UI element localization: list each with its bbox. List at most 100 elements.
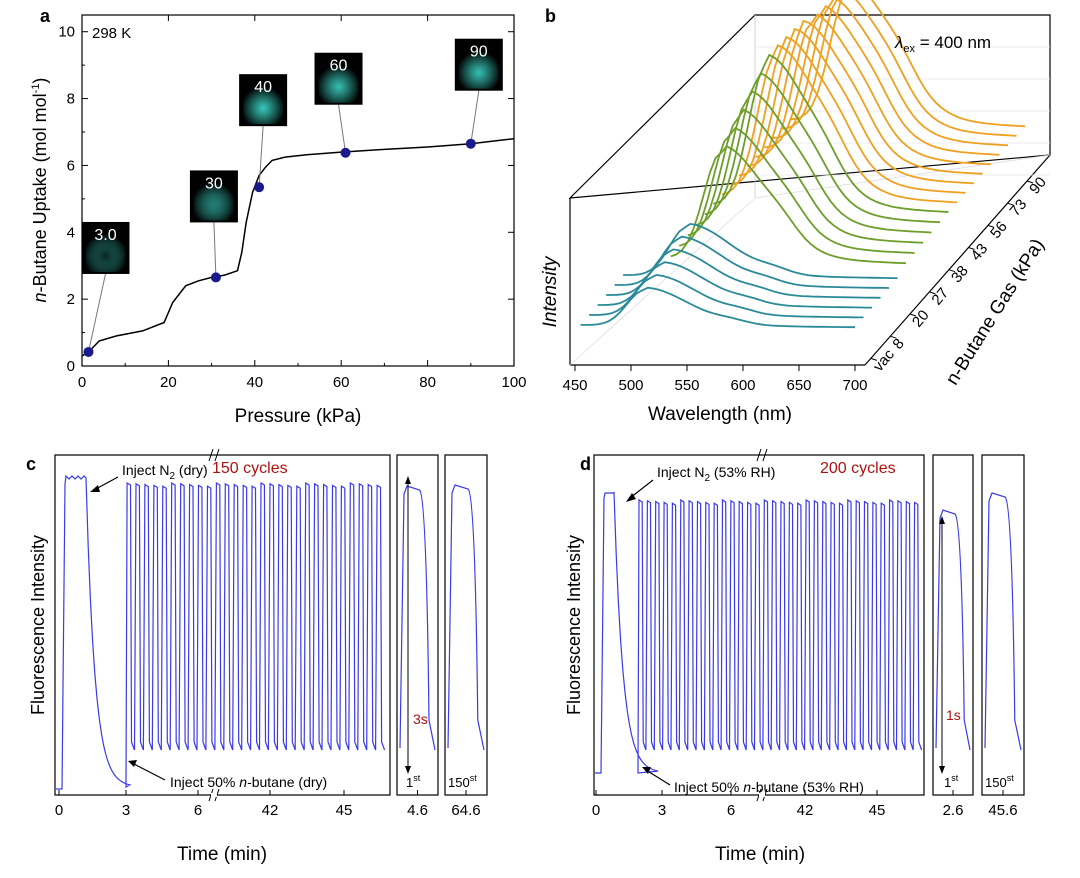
response-arrowhead-up-c (405, 476, 411, 484)
z-tick-b (1007, 202, 1014, 206)
x-tick-label: 6 (194, 802, 202, 819)
inset2-tick-label: 45.6 (988, 802, 1017, 819)
annotation-inject-butane-d: Inject 50% n-butane (53% RH) (674, 779, 864, 795)
y-axis-label-d: Fluorescence Intensity (564, 535, 584, 715)
x-tick-label-b: 650 (786, 377, 811, 394)
arrow-top-d (629, 479, 654, 499)
x-tick-label: 42 (262, 802, 279, 819)
inset1-tick-label: 4.6 (407, 802, 428, 819)
y-axis-label-a-close: ) (30, 78, 50, 84)
data-point-a (340, 147, 351, 158)
z-tick-label-b: vac (870, 346, 898, 375)
y-tick-label-a: 0 (67, 358, 75, 375)
y-tick-label-a: 8 (67, 91, 75, 108)
photo-leader-line (470, 90, 480, 144)
inset1-label-c: 1st (406, 773, 421, 790)
response-arrowhead-down-d (939, 766, 945, 774)
z-tick-b (929, 291, 936, 295)
spectrum-line (589, 273, 864, 319)
data-point-a (210, 272, 221, 283)
ann-top-c-post: (dry) (175, 462, 208, 478)
arrowhead-bot-c (128, 760, 137, 767)
inset-pulse-trace (935, 509, 971, 751)
x-axis-label-a: Pressure (kPa) (235, 406, 362, 427)
spectrum-line (713, 53, 949, 213)
ann-bot-c-pre: Inject 50% (170, 774, 239, 790)
ann-bot-d-pre: Inject 50% (674, 779, 743, 795)
y-axis-label-b: Intensity (540, 255, 561, 327)
response-arrowhead-up-d (939, 516, 945, 524)
floor-back-b (754, 154, 1051, 199)
inset2-label-d-sup: st (1007, 773, 1015, 783)
spectrum-line (704, 72, 941, 224)
x-tick-label-a: 60 (333, 374, 350, 391)
inset2-label-c-sup: st (470, 773, 478, 783)
axis-break-gap (211, 793, 217, 797)
spectrum-line (580, 286, 855, 329)
x-tick-label-b: 550 (674, 377, 699, 394)
annotation-inject-n2-c: Inject N2 (dry) (122, 462, 208, 482)
response-time-d: 1s (946, 707, 961, 723)
axes-a (81, 14, 515, 367)
photo-leader-line (87, 273, 106, 353)
inset2-label-d-num: 150 (985, 775, 1007, 790)
z-tick-b (909, 313, 917, 317)
y-axis-label-a-main: -Butane Uptake (mol mol (30, 93, 50, 292)
ticks-d: 0 3 6 42 45 2.6 45.6 (592, 790, 1018, 819)
panel-letter-d: d (580, 454, 591, 474)
fluorescence-trace (595, 491, 923, 774)
response-arrowhead-down-c (405, 766, 411, 774)
z-tick-b (1026, 180, 1034, 184)
ann-bot-c-italic: n (239, 774, 247, 790)
plot-area-a: 3.0 30 40 60 90 (81, 38, 515, 357)
trace-d (595, 448, 1022, 802)
x-tick-label: 0 (592, 802, 600, 819)
inset-pulse-trace (984, 492, 1022, 751)
back-wall-b (568, 14, 1051, 199)
vial-label: 30 (205, 175, 223, 192)
data-point-a (83, 346, 94, 357)
floor-edge-b (569, 197, 756, 366)
z-tick-b (948, 269, 956, 273)
z-tick-label-b: 38 (948, 263, 972, 287)
arrow-bot-d (645, 769, 671, 786)
ann-bot-d-italic: n (743, 779, 751, 795)
arrowhead-bot-d (642, 767, 651, 774)
vial-glow (243, 84, 284, 125)
lambda-sub: ex (903, 43, 915, 55)
inset1-label-c-num: 1 (406, 775, 413, 790)
z-tick-b (968, 247, 975, 250)
ann-bot-c-post: -butane (dry) (247, 774, 327, 790)
spectrum-line (755, 13, 992, 166)
panel-c: 0 3 6 42 45 4.6 64.6 150 cycles Inject N2 (dry… (28, 448, 488, 865)
trace-c (56, 448, 485, 802)
panel-letter-a: a (40, 6, 51, 26)
spectrum-line (730, 35, 966, 194)
spectrum-line (696, 90, 932, 234)
response-time-c: 3s (413, 711, 428, 727)
cycles-label-d: 200 cycles (820, 460, 896, 477)
z-axis-label-b: n-Butane Gas (kPa) (942, 235, 1049, 389)
ann-top-d-pre: Inject N (657, 464, 704, 480)
spectra-b (580, 0, 1026, 329)
y-tick-label-a: 4 (67, 224, 75, 241)
y-axis-label-a-italic: n (30, 292, 50, 302)
inset2-label-c: 150st (448, 773, 477, 790)
spectrum-line (614, 235, 890, 289)
x-tick-label: 42 (797, 802, 814, 819)
y-tick-label-a: 2 (67, 291, 75, 308)
x-tick-label: 45 (869, 802, 886, 819)
vial-glow (193, 180, 234, 221)
depth-axis-b (864, 154, 1051, 366)
spectrum-line (597, 261, 872, 309)
x-axis-label-b: Wavelength (nm) (648, 404, 792, 425)
inset1-label-d-num: 1 (944, 775, 951, 790)
spectrum-line (606, 248, 881, 299)
axis-break-mark (762, 448, 768, 462)
panel-letter-c: c (26, 454, 36, 474)
x-tick-label: 6 (727, 802, 735, 819)
inset1-tick-label: 2.6 (943, 802, 964, 819)
axis-break-mark (214, 448, 220, 462)
inset2-label-c-num: 150 (448, 775, 470, 790)
